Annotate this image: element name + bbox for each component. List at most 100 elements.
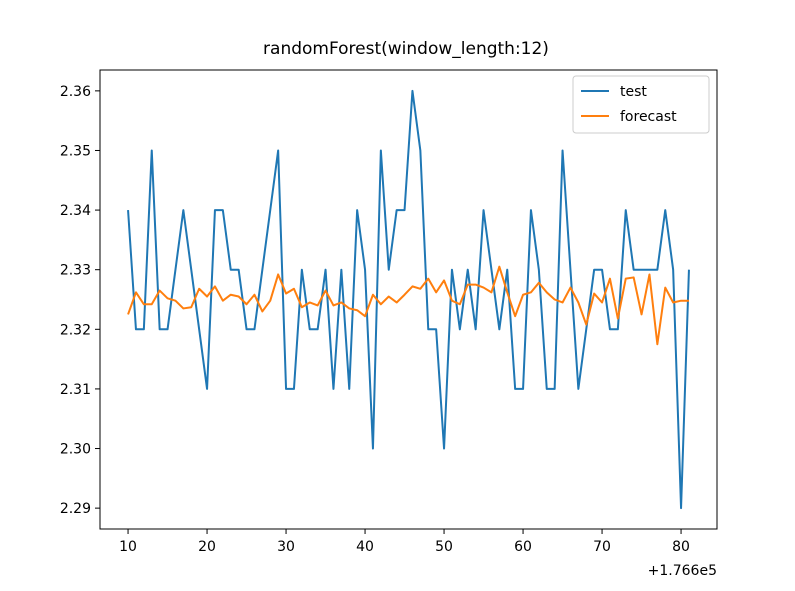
data-point-test (593, 269, 595, 271)
data-point-test (364, 269, 366, 271)
data-point-test (419, 149, 421, 151)
data-point-forecast (396, 301, 398, 303)
series-line-forecast (127, 265, 689, 346)
data-point-forecast (419, 288, 421, 290)
data-point-test (396, 209, 398, 211)
data-point-test (648, 269, 650, 271)
data-point-test (483, 209, 485, 211)
data-point-test (206, 388, 208, 390)
data-point-forecast (506, 291, 508, 293)
data-point-forecast (475, 284, 477, 286)
data-point-test (609, 328, 611, 330)
data-point-test (562, 149, 564, 151)
data-point-test (625, 209, 627, 211)
data-point-forecast (664, 287, 666, 289)
data-point-forecast (348, 307, 350, 309)
data-point-forecast (435, 291, 437, 293)
data-point-test (601, 269, 603, 271)
legend-label-test: test (620, 84, 647, 100)
data-point-forecast (230, 294, 232, 296)
series-forecast (127, 265, 689, 346)
data-point-forecast (672, 301, 674, 303)
data-point-forecast (577, 301, 579, 303)
data-point-forecast (135, 291, 137, 293)
data-point-forecast (562, 301, 564, 303)
data-point-forecast (372, 294, 374, 296)
data-point-forecast (451, 300, 453, 302)
data-point-forecast (285, 293, 287, 295)
data-point-test (269, 209, 271, 211)
data-point-test (435, 328, 437, 330)
data-point-test (246, 328, 248, 330)
data-point-test (411, 90, 413, 92)
data-point-forecast (641, 313, 643, 315)
data-point-forecast (554, 299, 556, 301)
data-point-test (664, 209, 666, 211)
data-point-test (475, 328, 477, 330)
data-point-forecast (593, 293, 595, 295)
y-tick-label: 2.34 (60, 203, 91, 219)
data-point-test (538, 269, 540, 271)
data-point-forecast (198, 288, 200, 290)
data-point-forecast (498, 266, 500, 268)
data-point-forecast (143, 303, 145, 305)
data-point-forecast (222, 300, 224, 302)
data-point-test (340, 269, 342, 271)
data-point-forecast (127, 313, 129, 315)
x-tick-label: 60 (514, 539, 532, 555)
data-point-forecast (601, 301, 603, 303)
series-layer (127, 89, 690, 510)
data-point-test (498, 328, 500, 330)
data-point-test (585, 328, 587, 330)
data-point-test (656, 269, 658, 271)
legend-label-forecast: forecast (620, 109, 677, 125)
data-point-forecast (261, 310, 263, 312)
y-tick-label: 2.30 (60, 442, 91, 458)
data-point-test (293, 388, 295, 390)
data-point-forecast (356, 309, 358, 311)
data-point-test (325, 269, 327, 271)
data-point-forecast (427, 278, 429, 280)
series-test (127, 89, 690, 510)
data-point-test (467, 269, 469, 271)
data-point-forecast (238, 296, 240, 298)
data-point-test (167, 328, 169, 330)
data-point-test (277, 149, 279, 151)
y-tick-label: 2.32 (60, 322, 91, 338)
data-point-test (404, 209, 406, 211)
data-point-forecast (490, 291, 492, 293)
data-point-forecast (546, 291, 548, 293)
data-point-forecast (459, 303, 461, 305)
data-point-test (388, 269, 390, 271)
data-point-test (490, 269, 492, 271)
data-point-forecast (514, 315, 516, 317)
data-point-forecast (569, 287, 571, 289)
data-point-forecast (269, 300, 271, 302)
data-point-test (577, 388, 579, 390)
series-line-test (127, 89, 690, 510)
data-point-test (301, 269, 303, 271)
y-tick-label: 2.33 (60, 263, 91, 279)
data-point-test (159, 328, 161, 330)
data-point-forecast (182, 307, 184, 309)
data-point-test (506, 269, 508, 271)
data-point-forecast (530, 291, 532, 293)
data-point-test (151, 149, 153, 151)
y-tick-label: 2.29 (60, 501, 91, 517)
data-point-forecast (538, 282, 540, 284)
y-tick-label: 2.31 (60, 382, 91, 398)
data-point-test (174, 269, 176, 271)
data-point-test (633, 269, 635, 271)
x-axis: 10 20 30 40 50 60 70 80 (119, 529, 690, 555)
data-point-forecast (483, 287, 485, 289)
data-point-test (380, 149, 382, 151)
data-point-forecast (167, 297, 169, 299)
data-point-test (348, 388, 350, 390)
x-tick-label: 10 (119, 539, 137, 555)
data-point-forecast (388, 296, 390, 298)
data-point-forecast (214, 285, 216, 287)
data-point-forecast (443, 279, 445, 281)
data-point-test (514, 388, 516, 390)
data-point-forecast (325, 290, 327, 292)
data-point-forecast (246, 303, 248, 305)
